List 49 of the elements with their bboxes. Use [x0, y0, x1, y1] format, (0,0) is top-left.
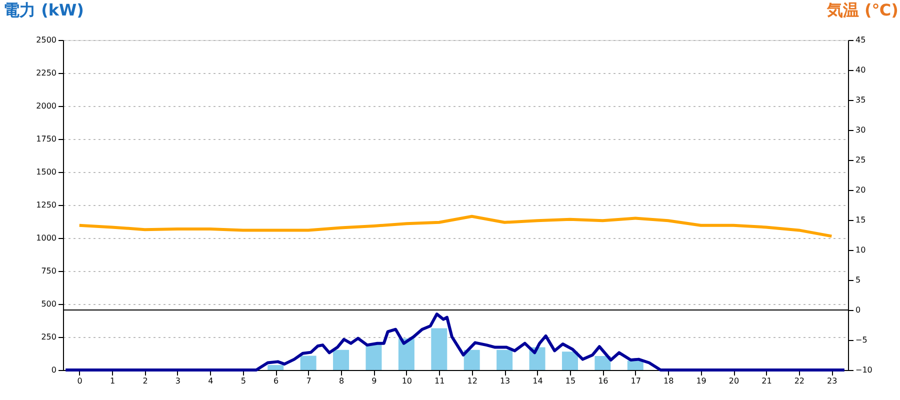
y-tick-label: 750	[41, 266, 56, 276]
y2-tick-label: 5	[856, 276, 861, 284]
y2-tick-label: −5	[856, 336, 868, 344]
x-tick-label: 19	[696, 376, 706, 386]
x-tick-label: 15	[565, 376, 576, 386]
x-tick-label: 12	[467, 376, 478, 386]
x-tick-label: 22	[794, 376, 805, 386]
x-tick-label: 18	[664, 376, 674, 386]
y-tick-label: 2000	[36, 102, 56, 110]
x-tick-label: 8	[338, 376, 344, 386]
y-tick-label: 1000	[36, 234, 56, 242]
x-tick-label: 6	[274, 376, 279, 386]
y-tick-label: 250	[41, 332, 56, 342]
y2-tick-label: 30	[856, 126, 866, 134]
x-tick-label: 3	[175, 376, 181, 386]
y-tick-label: 1250	[36, 200, 56, 210]
y2-axis-title: 気温 (℃)	[826, 0, 898, 20]
x-tick-label: 20	[728, 376, 740, 386]
y-axis-title: 電力 (kW)	[4, 0, 84, 20]
y2-tick-label: 10	[856, 246, 866, 254]
y-tick-label: 1500	[36, 168, 56, 176]
x-tick-label: 23	[827, 376, 838, 386]
y2-tick-label: 45	[856, 36, 866, 44]
x-tick-label: 21	[762, 376, 772, 386]
y2-tick-label: 20	[856, 186, 866, 194]
x-tick-label: 11	[434, 376, 445, 386]
y2-tick-label: 0	[856, 306, 861, 314]
x-tick-label: 17	[630, 376, 641, 386]
y2-tick-label: 40	[856, 66, 866, 74]
y-tick-label: 2500	[36, 36, 56, 44]
x-tick-label: 14	[532, 376, 543, 386]
x-tick-label: 4	[208, 376, 214, 386]
x-tick-label: 9	[372, 376, 377, 386]
x-tick-label: 16	[598, 376, 608, 386]
y2-tick-label: 15	[856, 216, 866, 224]
x-tick-label: 2	[142, 376, 148, 386]
x-tick-label: 10	[402, 376, 412, 386]
y-tick-label: 500	[41, 300, 56, 308]
x-tick-label: 0	[77, 376, 82, 386]
x-tick-label: 7	[306, 376, 312, 386]
x-tick-label: 5	[240, 376, 246, 386]
y2-tick-label: −10	[856, 366, 872, 374]
y2-tick-label: 35	[856, 96, 866, 104]
y-tick-label: 2250	[36, 68, 56, 78]
x-tick-label: 13	[500, 376, 510, 386]
x-tick-label: 1	[110, 376, 116, 386]
y-tick-label: 1750	[36, 134, 56, 144]
y2-tick-label: 25	[856, 156, 866, 164]
y-tick-label: 0	[51, 366, 56, 374]
